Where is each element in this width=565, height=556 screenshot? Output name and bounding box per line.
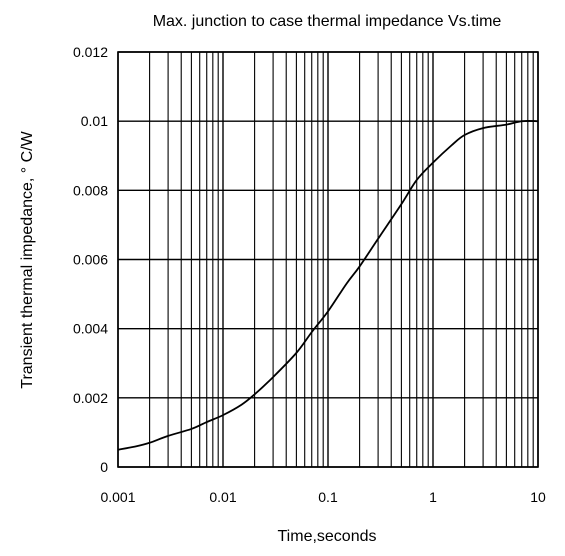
series-line [117, 120, 539, 451]
y-tick-label: 0.004 [73, 321, 108, 337]
grid-layer [117, 51, 539, 468]
plot-layer [117, 120, 539, 451]
x-tick-label: 1 [429, 489, 437, 505]
tick-label-layer: 0 0.002 0.004 0.006 0.008 0.01 0.012 0.001 0.01 0… [73, 44, 546, 505]
y-tick-label: 0.012 [73, 44, 108, 60]
x-tick-label: 0.1 [318, 489, 338, 505]
y-axis-title: Transient thermal impedance, ° C/W [19, 130, 36, 388]
x-tick-label: 0.01 [209, 489, 236, 505]
x-tick-label: 0.001 [100, 489, 135, 505]
y-tick-label: 0.002 [73, 390, 108, 406]
y-tick-label: 0.006 [73, 252, 108, 268]
y-tick-label: 0.01 [81, 113, 108, 129]
x-tick-label: 10 [530, 489, 546, 505]
chart-title: Max. junction to case thermal impedance … [153, 13, 502, 30]
x-axis-title: Time,seconds [278, 528, 377, 545]
y-tick-label: 0 [100, 459, 108, 475]
y-tick-label: 0.008 [73, 182, 108, 198]
plot-frame [117, 51, 539, 468]
